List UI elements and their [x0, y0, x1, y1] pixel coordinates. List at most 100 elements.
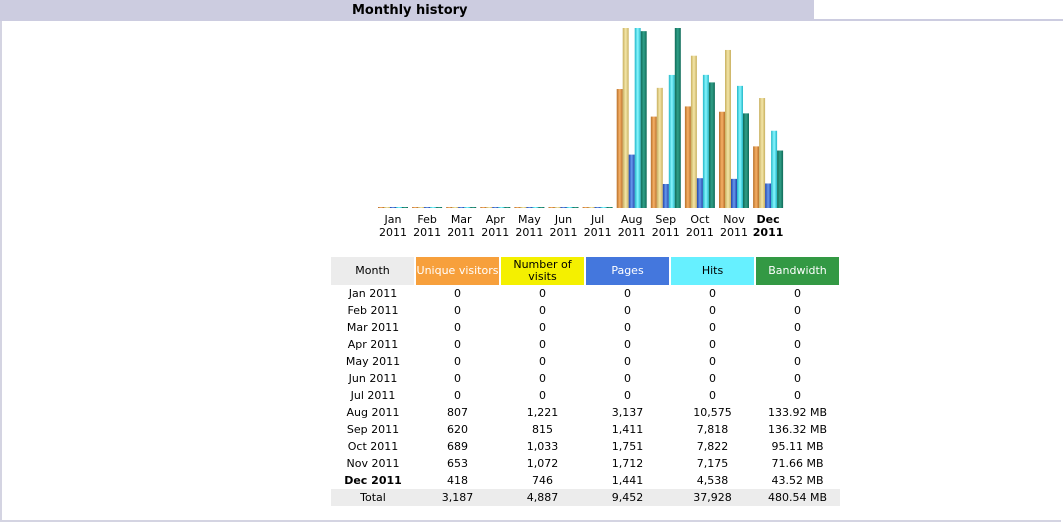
bar-hits-apr: [498, 207, 505, 208]
bar-hits-dec: [771, 130, 778, 208]
row-value-cell: 0: [709, 287, 716, 300]
row-value-cell: 0: [539, 304, 546, 317]
row-value-cell: 1,221: [526, 406, 559, 419]
header-rule: [814, 19, 1063, 21]
row-value-cell: 0: [539, 321, 546, 334]
bar-hits-aug: [634, 28, 641, 208]
row-value-cell: 0: [794, 287, 801, 300]
bar-bandwidth-jul: [606, 207, 613, 208]
col-header-bandwidth: Bandwidth: [755, 257, 841, 285]
row-value-cell: 418: [447, 474, 468, 487]
bar-unique-visitors-jan: [378, 207, 384, 208]
row-value-cell: 0: [709, 338, 716, 351]
table-row: Jan 2011 0 0 0 0 0: [331, 285, 840, 302]
row-month-cell: Oct 2011: [347, 440, 399, 453]
bar-pages-nov: [731, 178, 737, 208]
row-value-cell: 0: [624, 389, 631, 402]
row-month-cell: Jul 2011: [350, 389, 396, 402]
x-tick-month: Nov: [723, 213, 745, 226]
bar-bandwidth-aug: [640, 31, 647, 209]
x-tick-year: 2011: [686, 226, 714, 239]
x-tick-year: 2011: [584, 226, 612, 239]
x-tick-month: Apr: [486, 213, 506, 226]
row-value-cell: 4,538: [696, 474, 729, 487]
row-value-cell: 7,818: [696, 423, 729, 436]
bar-hits-feb: [430, 207, 437, 208]
bar-pages-jul: [594, 207, 601, 208]
x-tick-month: Oct: [690, 213, 710, 226]
row-value-cell: 0: [539, 372, 546, 385]
bar-pages-dec: [765, 183, 772, 208]
row-value-cell: 0: [454, 321, 461, 334]
row-month-cell: Jan 2011: [348, 287, 398, 300]
row-month-cell: Dec 2011: [344, 474, 402, 487]
bar-bandwidth-jan: [402, 207, 408, 208]
bar-unique-visitors-oct: [684, 106, 691, 208]
row-month-cell: Sep 2011: [346, 423, 400, 436]
row-month-cell: Nov 2011: [346, 457, 400, 470]
table-row: Jul 2011 0 0 0 0 0: [331, 387, 840, 404]
bar-unique-visitors-apr: [480, 207, 487, 208]
row-value-cell: 7,822: [696, 440, 729, 453]
row-month-cell: Total: [331, 489, 415, 506]
row-value-cell: 480.54 MB: [755, 489, 840, 506]
table-row: Feb 2011 0 0 0 0 0: [331, 302, 840, 319]
row-value-cell: 1,411: [611, 423, 644, 436]
table-row: Sep 2011 620 815 1,411 7,818 136.32 MB: [331, 421, 840, 438]
row-value-cell: 0: [794, 304, 801, 317]
bar-bandwidth-mar: [470, 207, 477, 208]
x-tick-year: 2011: [447, 226, 475, 239]
row-value-cell: 653: [447, 457, 468, 470]
bar-pages-oct: [696, 178, 703, 208]
row-month-cell: Feb 2011: [347, 304, 399, 317]
row-value-cell: 0: [709, 355, 716, 368]
row-value-cell: 0: [794, 321, 801, 334]
col-header-visits: Number of visits: [500, 257, 586, 285]
row-value-cell: 815: [532, 423, 553, 436]
row-value-cell: 0: [539, 338, 546, 351]
bar-hits-jul: [600, 207, 607, 208]
x-tick-year: 2011: [618, 226, 646, 239]
row-value-cell: 4,887: [500, 489, 585, 506]
bar-bandwidth-dec: [777, 150, 784, 208]
col-header-pages: Pages: [585, 257, 671, 285]
row-value-cell: 0: [709, 321, 716, 334]
bar-number-of-visits-dec: [759, 98, 766, 208]
row-value-cell: 0: [794, 355, 801, 368]
row-value-cell: 0: [624, 321, 631, 334]
row-value-cell: 0: [624, 355, 631, 368]
row-value-cell: 37,928: [670, 489, 755, 506]
table-row: Mar 2011 0 0 0 0 0: [331, 319, 840, 336]
bar-number-of-visits-aug: [622, 28, 629, 208]
bar-unique-visitors-jul: [582, 207, 589, 208]
bar-hits-oct: [702, 74, 709, 208]
row-value-cell: 133.92 MB: [767, 406, 828, 419]
row-value-cell: 71.66 MB: [771, 457, 824, 470]
bar-unique-visitors-sep: [650, 116, 657, 208]
bar-bandwidth-jun: [572, 207, 579, 208]
bar-unique-visitors-nov: [719, 111, 725, 208]
row-value-cell: 0: [454, 389, 461, 402]
bar-hits-jan: [396, 207, 402, 208]
table-row: Oct 2011 689 1,033 1,751 7,822 95.11 MB: [331, 438, 840, 455]
row-value-cell: 0: [624, 287, 631, 300]
table-total-row: Total 3,187 4,887 9,452 37,928 480.54 MB: [331, 489, 840, 506]
row-value-cell: 3,187: [415, 489, 500, 506]
row-value-cell: 0: [794, 389, 801, 402]
bar-number-of-visits-apr: [486, 207, 493, 208]
row-value-cell: 807: [447, 406, 468, 419]
col-header-unique-visitors: Unique visitors: [415, 257, 501, 285]
bar-pages-mar: [458, 207, 465, 208]
bar-hits-mar: [464, 207, 471, 208]
row-value-cell: 1,712: [611, 457, 644, 470]
row-value-cell: 3,137: [611, 406, 644, 419]
bar-bandwidth-apr: [504, 207, 511, 208]
bar-hits-sep: [668, 74, 675, 208]
x-tick-month: Mar: [451, 213, 472, 226]
monthly-history-chart: Jan2011Feb2011Mar2011Apr2011May2011Jun20…: [378, 28, 784, 239]
section-title: Monthly history: [352, 3, 468, 18]
row-value-cell: 689: [447, 440, 468, 453]
x-tick-year: 2011: [550, 226, 578, 239]
row-month-cell: Jun 2011: [348, 372, 398, 385]
bar-hits-jun: [566, 207, 573, 208]
